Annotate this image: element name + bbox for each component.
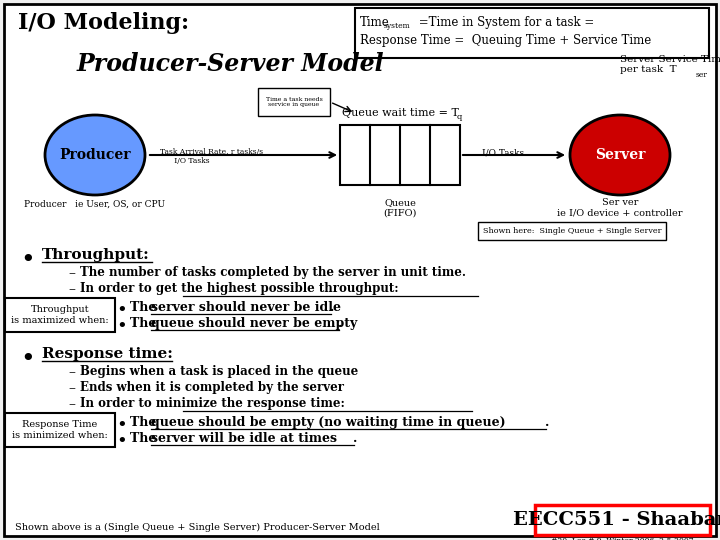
Text: server should never be idle: server should never be idle — [151, 301, 341, 314]
Text: Response time:: Response time: — [42, 347, 173, 361]
Text: Server: Server — [595, 148, 645, 162]
Text: Time: Time — [360, 16, 390, 29]
FancyBboxPatch shape — [355, 8, 709, 58]
Text: •: • — [21, 248, 35, 272]
Text: queue should be empty (no waiting time in queue): queue should be empty (no waiting time i… — [151, 416, 505, 429]
Text: The number of tasks completed by the server in unit time.: The number of tasks completed by the ser… — [80, 266, 466, 279]
FancyBboxPatch shape — [340, 125, 460, 185]
Text: server will be idle at times: server will be idle at times — [151, 432, 337, 445]
Text: •: • — [117, 317, 127, 335]
Text: The: The — [130, 317, 161, 330]
Text: .: . — [545, 416, 549, 429]
Text: system: system — [384, 22, 410, 30]
Text: Ser ver
ie I/O device + controller: Ser ver ie I/O device + controller — [557, 198, 683, 218]
Text: In order to minimize the response time:: In order to minimize the response time: — [80, 397, 345, 410]
FancyBboxPatch shape — [5, 298, 115, 332]
Text: The: The — [130, 301, 161, 314]
Text: .: . — [330, 301, 334, 314]
Text: •: • — [21, 347, 35, 371]
Text: –: – — [68, 381, 75, 395]
Text: Ends when it is completed by the server: Ends when it is completed by the server — [80, 381, 344, 394]
Text: Server Service Time
per task  T: Server Service Time per task T — [620, 55, 720, 75]
Text: •: • — [117, 432, 127, 450]
Ellipse shape — [570, 115, 670, 195]
FancyBboxPatch shape — [535, 505, 710, 535]
Text: Queue
(FIFO): Queue (FIFO) — [383, 198, 417, 218]
FancyBboxPatch shape — [4, 4, 716, 536]
Text: ser: ser — [696, 71, 708, 79]
FancyBboxPatch shape — [478, 222, 666, 240]
Text: .: . — [353, 432, 357, 445]
Text: •: • — [117, 301, 127, 319]
Text: •: • — [117, 416, 127, 434]
Text: Shown above is a (Single Queue + Single Server) Producer-Server Model: Shown above is a (Single Queue + Single … — [15, 523, 379, 532]
FancyBboxPatch shape — [258, 88, 330, 116]
Text: Response Time
is minimized when:: Response Time is minimized when: — [12, 420, 108, 440]
Text: Throughput:: Throughput: — [42, 248, 150, 262]
Text: Response Time =  Queuing Time + Service Time: Response Time = Queuing Time + Service T… — [360, 34, 652, 47]
Text: Producer-Server Model: Producer-Server Model — [76, 52, 384, 76]
Text: Task Arrival Rate, r tasks/s
      I/O Tasks: Task Arrival Rate, r tasks/s I/O Tasks — [160, 148, 263, 165]
Text: queue should never be empty: queue should never be empty — [151, 317, 357, 330]
Text: –: – — [68, 282, 75, 296]
Text: q: q — [457, 113, 462, 121]
Ellipse shape — [45, 115, 145, 195]
Text: I/O Modeling:: I/O Modeling: — [18, 12, 189, 34]
Text: –: – — [68, 266, 75, 280]
Text: –: – — [68, 397, 75, 411]
Text: I/O Tasks: I/O Tasks — [482, 148, 524, 157]
Text: Begins when a task is placed in the queue: Begins when a task is placed in the queu… — [80, 365, 359, 378]
Text: The: The — [130, 416, 161, 429]
Text: Producer: Producer — [59, 148, 131, 162]
Text: In order to get the highest possible throughput:: In order to get the highest possible thr… — [80, 282, 399, 295]
Text: Producer   ie User, OS, or CPU: Producer ie User, OS, or CPU — [24, 200, 166, 209]
FancyBboxPatch shape — [5, 413, 115, 447]
Text: Queue wait time = T: Queue wait time = T — [341, 108, 459, 118]
Text: #20  Lec # 9  Winter 2006  2-5-2007: #20 Lec # 9 Winter 2006 2-5-2007 — [551, 537, 693, 540]
Text: Throughput
is maximized when:: Throughput is maximized when: — [12, 305, 109, 325]
Text: –: – — [68, 365, 75, 379]
Text: The: The — [130, 432, 161, 445]
Text: Time a task needs
service in queue: Time a task needs service in queue — [266, 97, 323, 107]
Text: EECC551 - Shaaban: EECC551 - Shaaban — [513, 511, 720, 529]
Text: Shown here:  Single Queue + Single Server: Shown here: Single Queue + Single Server — [482, 227, 661, 235]
Text: .: . — [338, 317, 343, 330]
Text: =Time in System for a task =: =Time in System for a task = — [415, 16, 594, 29]
